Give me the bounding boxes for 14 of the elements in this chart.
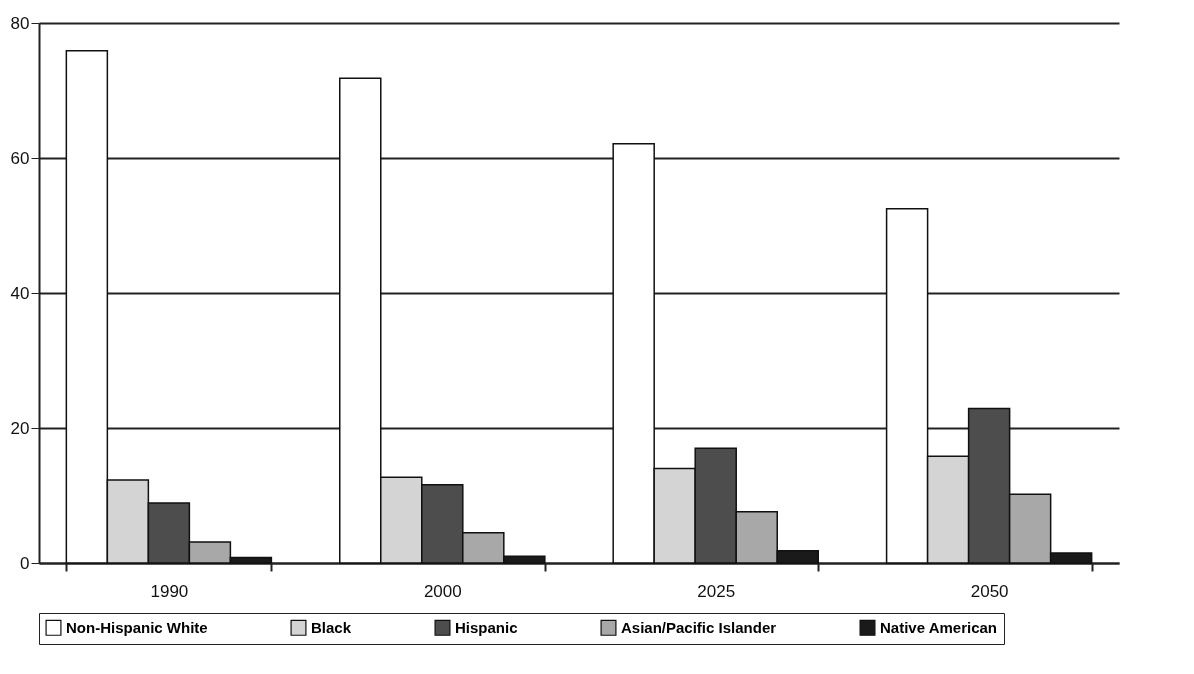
legend-label: Non-Hispanic White — [66, 618, 208, 636]
y-tick-label: 0 — [20, 553, 30, 573]
y-tick-label: 80 — [10, 13, 30, 33]
legend-label: Hispanic — [455, 618, 518, 636]
legend-label: Black — [311, 618, 352, 636]
x-tick-label: 2025 — [697, 581, 736, 601]
x-tick-label: 2050 — [970, 581, 1009, 601]
x-tick-label: 2000 — [423, 581, 462, 601]
x-tick-label: 1990 — [150, 581, 189, 601]
y-tick-label: 40 — [10, 283, 30, 303]
y-tick-label: 60 — [10, 148, 30, 168]
legend-label: Asian/Pacific Islander — [621, 618, 777, 636]
legend-label: Native American — [880, 618, 997, 636]
y-tick-label: 20 — [10, 418, 30, 438]
